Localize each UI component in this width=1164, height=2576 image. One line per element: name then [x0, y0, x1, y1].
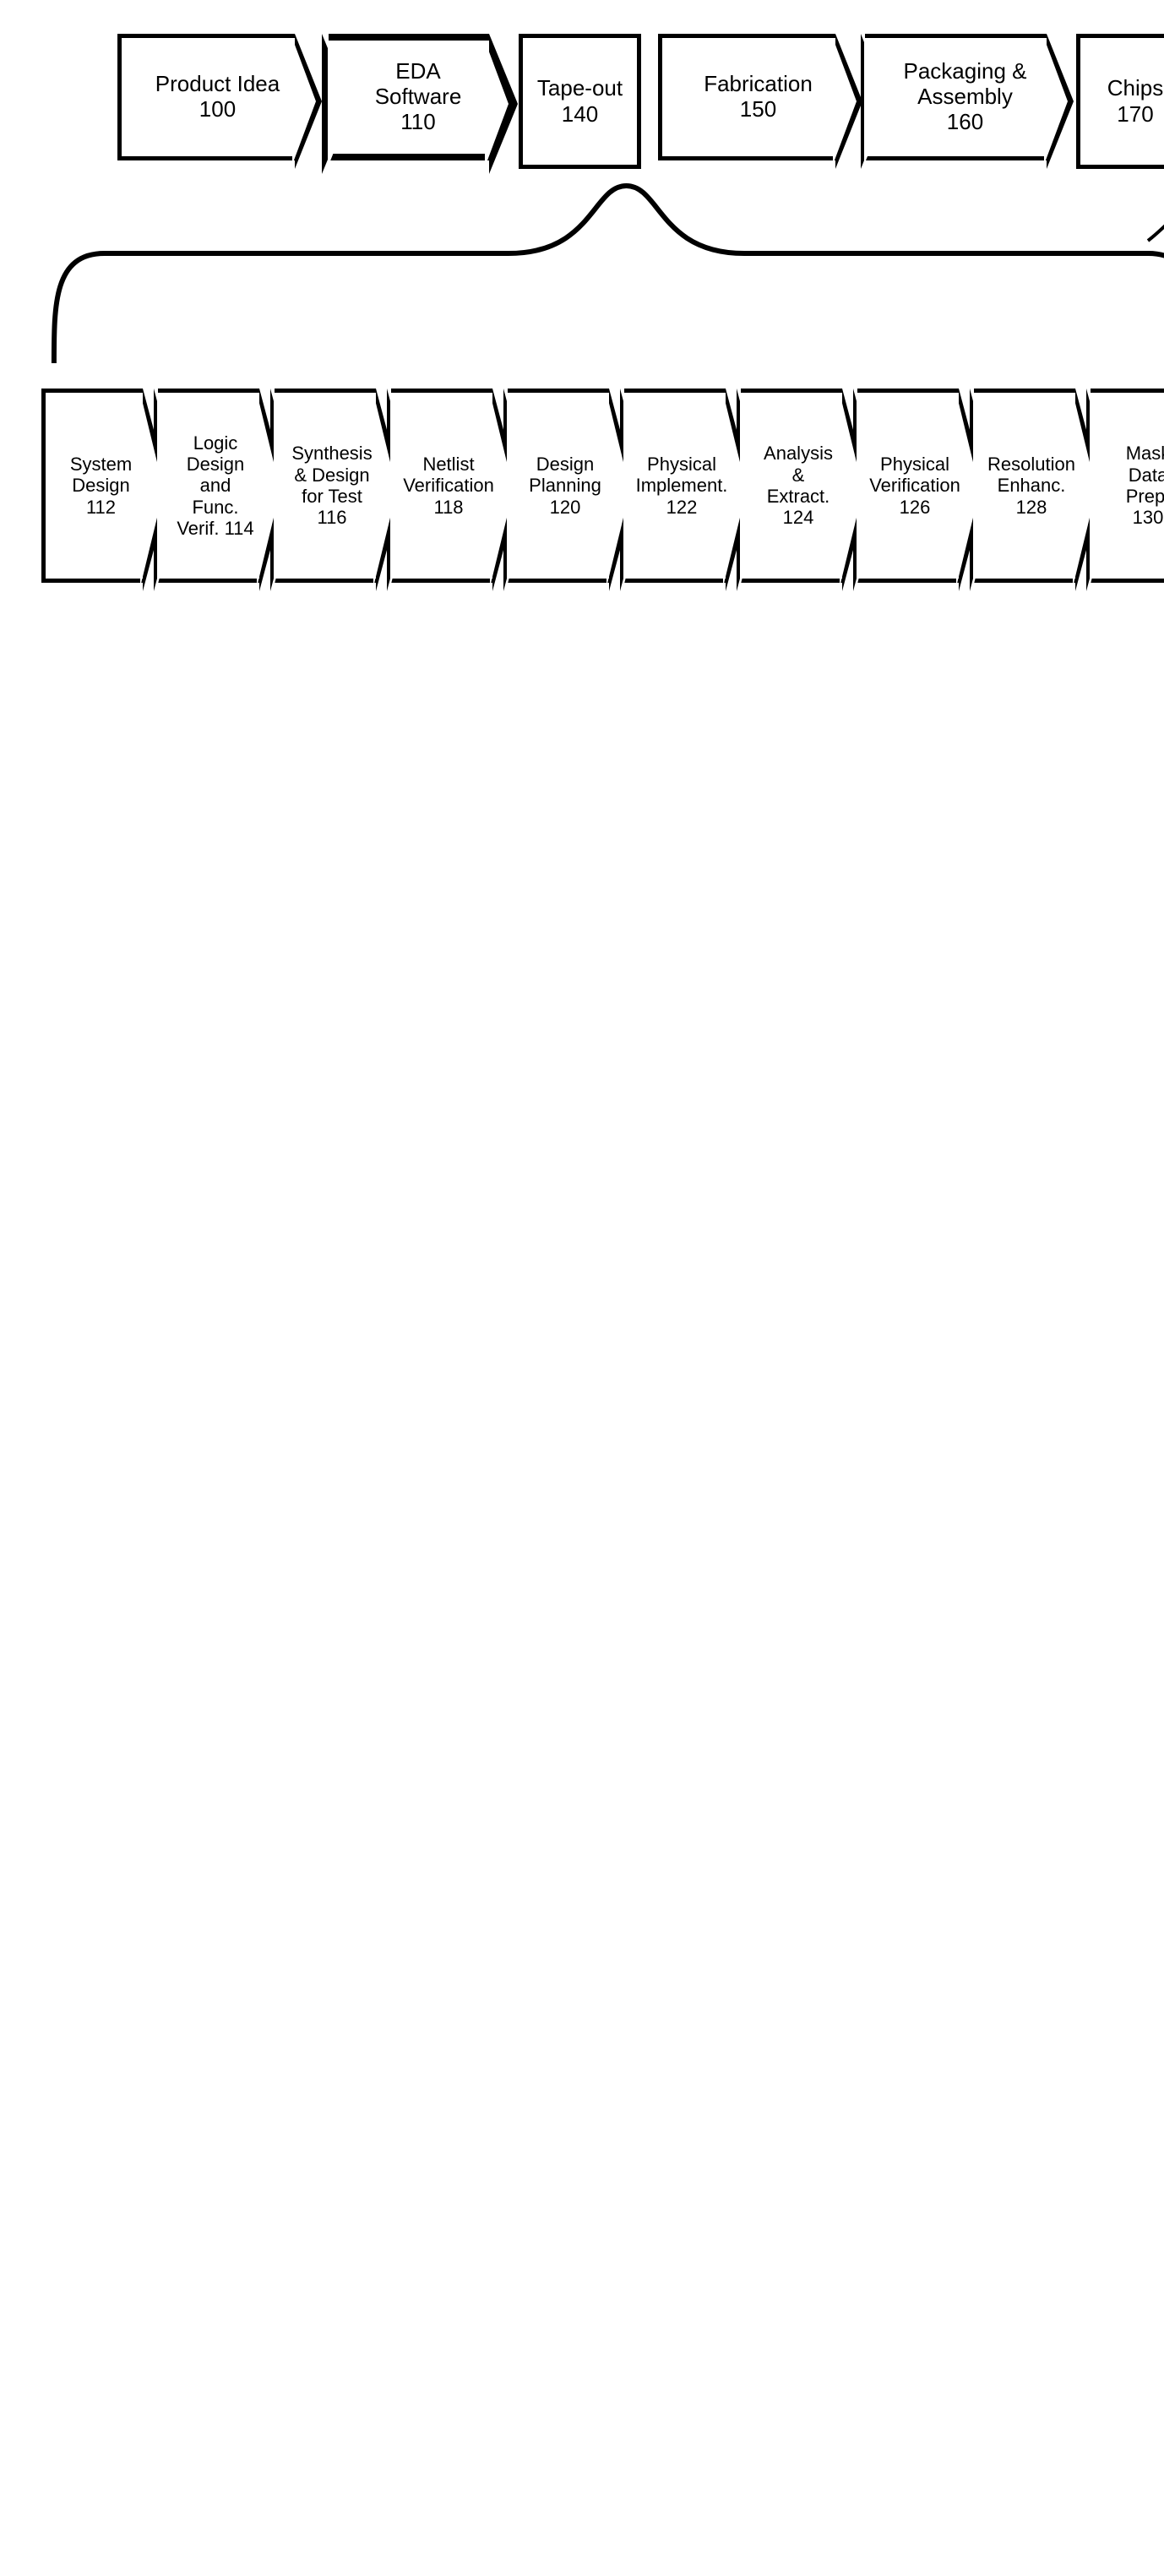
brace	[37, 177, 1164, 372]
eda-step-synthesis-dft: Synthesis & Design for Test 116	[275, 389, 376, 583]
top-step-chips: Chips170	[1076, 34, 1164, 169]
top-step-product-idea: Product Idea100	[117, 34, 295, 160]
top-step-fabrication: Fabrication150	[658, 34, 835, 160]
top-step-eda-software: EDA Software110	[329, 34, 489, 160]
eda-step-analysis-extract: Analysis & Extract. 124	[741, 389, 842, 583]
top-step-tapeout: Tape-out140	[519, 34, 641, 169]
ref-leader	[1140, 194, 1164, 253]
eda-step-system-design: System Design 112	[41, 389, 143, 583]
eda-step-netlist-verif: Netlist Verification 118	[391, 389, 492, 583]
top-step-packaging-assembly: Packaging & Assembly160	[865, 34, 1047, 160]
eda-step-physical-impl: Physical Implement. 122	[624, 389, 726, 583]
eda-step-logic-design: Logic Design and Func. Verif. 114	[158, 389, 259, 583]
eda-step-physical-verif: Physical Verification 126	[857, 389, 959, 583]
eda-step-resolution-enh: Resolution Enhanc. 128	[974, 389, 1075, 583]
eda-step-design-planning: Design Planning 120	[508, 389, 609, 583]
eda-step-mask-data-prep: Mask Data Prep. 130	[1091, 389, 1164, 583]
